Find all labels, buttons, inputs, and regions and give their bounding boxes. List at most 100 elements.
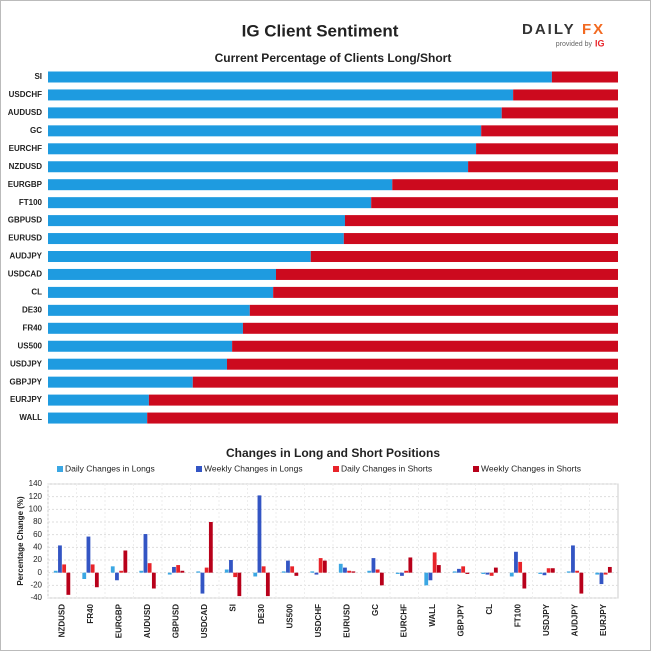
bar-segment [48,89,514,101]
bar [86,536,91,573]
bar [66,572,71,595]
bar-segment [344,215,618,227]
bar-segment [468,161,618,173]
bar [151,572,156,589]
bar [237,572,242,597]
bar-segment [48,197,372,209]
x-tick-label: GBPUSD [171,604,180,638]
bar [546,568,551,573]
x-tick-label: US500 [285,603,294,628]
bar [566,571,571,573]
bar [281,571,286,573]
legend-swatch [196,466,202,472]
bar [139,570,144,573]
bar [82,572,87,579]
legend-label: Daily Changes in Longs [65,463,155,473]
x-tick-label: AUDJPY [570,603,579,636]
bar [461,566,466,573]
page-title: IG Client Sentiment [242,21,399,40]
bar [465,572,470,574]
bar-segment [310,251,618,262]
legend-label: Weekly Changes in Shorts [481,463,581,473]
x-tick-label: WALL [428,604,437,627]
bar-segment [48,179,393,191]
bar-segment [48,161,469,173]
bar-segment [48,376,193,388]
x-tick-label: GBPJPY [456,603,465,636]
bar [603,572,608,575]
bar-segment [48,251,311,262]
y-tick-label: FT100 [19,198,43,207]
bar [428,572,433,581]
bar [522,572,527,589]
bar [432,552,437,573]
bar [509,572,514,577]
bar [53,570,58,573]
bar [404,570,409,573]
bar-segment [48,71,552,83]
y-tick-label: 80 [33,517,42,526]
bar-segment [513,89,618,101]
y-tick-label: 40 [33,542,42,551]
logo-ig: IG [595,38,605,48]
y-tick-label: CL [31,288,42,297]
y-tick-label: DE30 [22,305,43,314]
y-tick-label: WALL [19,413,42,422]
x-tick-label: DE30 [257,603,266,624]
logo-sub: provided by [556,41,593,48]
bar-segment [147,412,618,424]
x-tick-label: USDCAD [200,604,209,638]
bar-segment [481,125,618,137]
bar [481,572,486,574]
bar [172,566,176,573]
bar [538,572,543,574]
bar-segment [48,394,149,406]
bar [119,570,124,573]
bar-segment [392,179,618,191]
bar [338,563,343,573]
bar [452,571,457,573]
bar [58,545,62,573]
bar-segment [48,233,344,245]
legend-label: Daily Changes in Shorts [341,463,432,473]
bar-segment [48,125,482,137]
y-tick-label: EURJPY [10,395,43,404]
bar [408,557,413,573]
x-tick-label: EURCHF [399,604,408,637]
y-tick-label: EURCHF [9,144,42,153]
y-tick-label: 0 [38,568,43,577]
y-tick-label: EURGBP [8,180,43,189]
bar [400,572,404,576]
bar [180,570,185,573]
bar [579,572,584,594]
bar [375,569,380,573]
x-tick-label: CL [485,604,494,615]
bar [518,561,523,573]
bar [200,572,205,594]
bar-segment [48,340,233,352]
bar [599,572,604,585]
logo-accent: FX [582,21,605,38]
bar [595,572,600,575]
bar [286,560,290,573]
y-tick-label: 120 [29,492,43,501]
x-tick-label: EURGBP [114,603,123,638]
bar [493,567,498,573]
bar [371,558,376,573]
bar [294,572,299,576]
bar [607,566,612,573]
legend-swatch [57,466,63,472]
bar [62,564,67,573]
bar [314,572,319,575]
bar-segment [48,358,227,370]
bar-segment [232,340,619,352]
bar [233,572,238,578]
bar-segment [48,107,502,119]
bar [343,567,347,573]
y-tick-label: GBPUSD [8,216,42,225]
bar [147,563,152,573]
bar-segment [48,215,345,227]
bar [257,495,262,573]
bar [204,567,209,573]
bar-segment [343,233,618,245]
